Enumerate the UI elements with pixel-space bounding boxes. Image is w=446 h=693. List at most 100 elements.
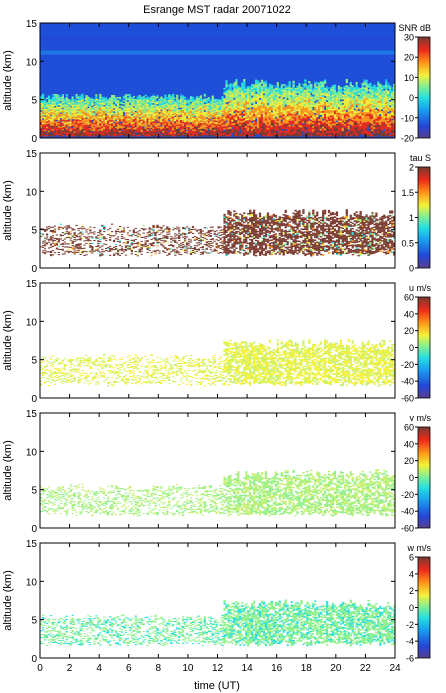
field-cell [124, 109, 128, 111]
field-cell [249, 107, 252, 110]
field-cell [363, 105, 366, 108]
field-cell [268, 87, 272, 90]
field-cell [180, 101, 183, 104]
field-cell [170, 123, 173, 125]
field-cell [310, 125, 313, 128]
field-cell [160, 96, 163, 98]
field-cell [353, 101, 356, 104]
field-cell [152, 100, 155, 102]
field-cell [49, 117, 53, 120]
field-cell [83, 120, 86, 122]
field-cell [148, 100, 151, 102]
field-cell [170, 112, 173, 115]
field-cell [300, 131, 303, 133]
field-cell [229, 96, 232, 99]
field-cell [345, 134, 348, 137]
field-cell [59, 132, 62, 134]
field-cell [375, 109, 378, 112]
field-cell [249, 129, 252, 132]
field-cell [61, 122, 64, 125]
field-cell [262, 83, 266, 86]
field-cell [170, 102, 173, 105]
field-cell [49, 131, 53, 133]
field-cell [180, 112, 183, 114]
field-cell [314, 110, 317, 113]
field-cell [389, 98, 392, 100]
field-cell [180, 119, 183, 122]
field-cell [41, 133, 45, 135]
field-cell [256, 106, 260, 109]
field-cell [253, 106, 256, 109]
field-cell [237, 131, 240, 133]
field-cell [280, 127, 283, 129]
field-cell [247, 93, 250, 96]
field-cell [89, 107, 92, 110]
field-cell [241, 92, 244, 95]
field-cell [239, 99, 242, 102]
field-cell [185, 120, 189, 122]
field-cell [249, 89, 252, 92]
field-cell [300, 92, 303, 94]
field-cell [365, 93, 368, 96]
field-cell [298, 130, 301, 133]
field-cell [237, 94, 240, 97]
field-cell [65, 106, 68, 108]
field-cell [89, 110, 92, 112]
field-cell [254, 132, 258, 135]
field-cell [201, 119, 204, 121]
field-cell [393, 106, 395, 109]
field-cell [318, 119, 321, 121]
field-cell [298, 98, 301, 101]
field-cell [333, 101, 337, 104]
field-cell [272, 134, 275, 137]
field-cell [367, 130, 370, 133]
field-cell [71, 110, 74, 112]
field-cell [274, 104, 277, 106]
field-cell [381, 99, 384, 102]
field-cell [142, 97, 145, 100]
field-cell [156, 133, 159, 135]
field-cell [331, 127, 335, 130]
field-cell [126, 130, 130, 132]
field-cell [112, 100, 116, 103]
field-cell [142, 99, 145, 101]
field-cell [306, 87, 309, 90]
field-cell [347, 116, 350, 119]
field-cell [189, 106, 193, 108]
field-cell [41, 110, 45, 113]
field-cell [294, 131, 297, 133]
field-cell [164, 112, 167, 115]
field-cell [215, 116, 218, 118]
field-cell [89, 117, 92, 119]
field-cell [99, 112, 102, 114]
field-cell [314, 97, 317, 100]
field-cell [385, 103, 388, 106]
field-cell [187, 119, 191, 121]
field-cell [308, 116, 311, 119]
field-cell [371, 134, 374, 137]
field-cell [385, 93, 388, 96]
field-cell [223, 124, 226, 127]
field-cell [272, 121, 275, 124]
field-cell [383, 116, 386, 119]
field-cell [251, 128, 254, 131]
field-cell [325, 107, 329, 110]
field-cell [314, 126, 317, 129]
field-cell [284, 123, 287, 126]
field-cell [385, 101, 388, 104]
field-cell [47, 132, 51, 134]
field-cell [363, 109, 366, 112]
field-cell [53, 116, 57, 119]
field-cell [237, 85, 240, 88]
field-cell [91, 102, 94, 105]
field-cell [73, 104, 76, 106]
field-cell [154, 125, 157, 127]
field-cell [170, 120, 173, 122]
field-cell [99, 104, 102, 107]
field-cell [103, 112, 106, 114]
field-cell [223, 101, 226, 104]
field-cell [87, 123, 90, 126]
field-cell [203, 127, 206, 129]
field-cell [45, 129, 49, 131]
field-cell [322, 96, 325, 99]
